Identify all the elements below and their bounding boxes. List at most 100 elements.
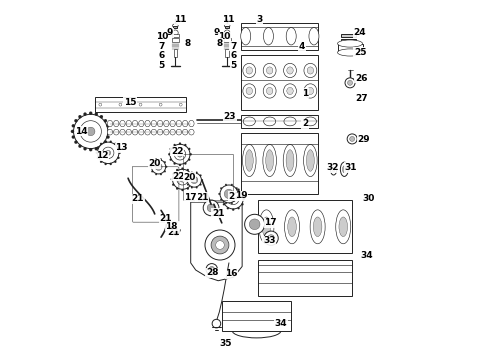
- Ellipse shape: [170, 120, 175, 127]
- Circle shape: [191, 176, 198, 184]
- Bar: [173, 26, 177, 28]
- Circle shape: [350, 136, 355, 141]
- Circle shape: [225, 184, 227, 186]
- Circle shape: [119, 103, 122, 106]
- Circle shape: [71, 130, 74, 133]
- Ellipse shape: [114, 129, 119, 135]
- Circle shape: [155, 163, 162, 170]
- Circle shape: [96, 152, 98, 154]
- Text: 24: 24: [354, 28, 367, 37]
- Ellipse shape: [263, 144, 276, 176]
- Circle shape: [225, 202, 227, 204]
- Circle shape: [347, 80, 352, 85]
- Circle shape: [118, 157, 120, 159]
- Ellipse shape: [287, 67, 293, 74]
- Circle shape: [83, 147, 87, 150]
- Circle shape: [231, 202, 233, 204]
- Circle shape: [173, 144, 176, 146]
- Text: 21: 21: [196, 193, 208, 202]
- Circle shape: [232, 187, 234, 189]
- Ellipse shape: [338, 40, 363, 47]
- Text: 10: 10: [156, 32, 168, 41]
- Ellipse shape: [224, 24, 230, 27]
- Bar: [223, 38, 231, 42]
- Circle shape: [264, 231, 278, 246]
- Ellipse shape: [262, 217, 270, 237]
- Text: 2: 2: [302, 119, 308, 128]
- Circle shape: [177, 174, 188, 185]
- Ellipse shape: [338, 49, 363, 56]
- Circle shape: [186, 179, 187, 181]
- Circle shape: [201, 179, 203, 181]
- Text: 5: 5: [159, 61, 165, 70]
- Text: 1: 1: [302, 89, 308, 98]
- Ellipse shape: [139, 129, 144, 135]
- Circle shape: [249, 219, 260, 230]
- Text: 21: 21: [132, 194, 144, 203]
- Ellipse shape: [304, 84, 317, 98]
- Ellipse shape: [263, 84, 276, 98]
- Circle shape: [97, 147, 99, 149]
- Ellipse shape: [288, 217, 296, 237]
- Ellipse shape: [107, 120, 113, 127]
- Polygon shape: [191, 202, 242, 281]
- Text: 7: 7: [159, 41, 165, 50]
- Bar: [338, 44, 363, 53]
- Circle shape: [236, 187, 238, 189]
- Circle shape: [184, 144, 186, 146]
- Circle shape: [207, 204, 215, 212]
- Circle shape: [223, 193, 225, 195]
- Circle shape: [170, 158, 172, 161]
- Circle shape: [173, 162, 176, 165]
- Circle shape: [191, 173, 193, 175]
- Ellipse shape: [284, 63, 296, 78]
- Text: 29: 29: [357, 135, 370, 144]
- Circle shape: [191, 184, 193, 186]
- Bar: [342, 34, 356, 37]
- Ellipse shape: [176, 120, 182, 127]
- Ellipse shape: [339, 217, 347, 237]
- Ellipse shape: [243, 84, 256, 98]
- Circle shape: [89, 148, 92, 151]
- Circle shape: [100, 115, 103, 118]
- Circle shape: [221, 198, 223, 200]
- Ellipse shape: [126, 120, 131, 127]
- Text: 27: 27: [355, 94, 368, 103]
- Circle shape: [176, 188, 178, 190]
- Circle shape: [245, 214, 265, 234]
- Circle shape: [179, 143, 181, 145]
- Ellipse shape: [243, 63, 256, 78]
- Text: 3: 3: [256, 15, 263, 24]
- Circle shape: [164, 171, 166, 172]
- Ellipse shape: [245, 150, 253, 171]
- Circle shape: [168, 153, 171, 156]
- Circle shape: [78, 145, 81, 148]
- Bar: [225, 26, 229, 28]
- Circle shape: [171, 178, 173, 180]
- Circle shape: [203, 200, 219, 216]
- Circle shape: [242, 193, 244, 195]
- Bar: [172, 38, 179, 42]
- Bar: [342, 39, 356, 42]
- Ellipse shape: [283, 144, 297, 176]
- Circle shape: [220, 187, 222, 189]
- Text: 20: 20: [183, 173, 196, 182]
- Circle shape: [104, 163, 107, 165]
- Circle shape: [205, 230, 235, 260]
- Circle shape: [192, 178, 194, 180]
- Circle shape: [187, 173, 201, 187]
- Circle shape: [172, 173, 174, 175]
- Ellipse shape: [151, 129, 156, 135]
- Ellipse shape: [243, 144, 256, 176]
- Circle shape: [191, 186, 193, 188]
- Circle shape: [220, 185, 238, 203]
- Circle shape: [86, 127, 95, 136]
- Circle shape: [223, 203, 225, 205]
- Text: 26: 26: [355, 74, 368, 83]
- Ellipse shape: [170, 129, 175, 135]
- Circle shape: [74, 114, 108, 149]
- Circle shape: [179, 103, 182, 106]
- Circle shape: [190, 153, 192, 156]
- Ellipse shape: [264, 27, 273, 45]
- Circle shape: [151, 159, 166, 174]
